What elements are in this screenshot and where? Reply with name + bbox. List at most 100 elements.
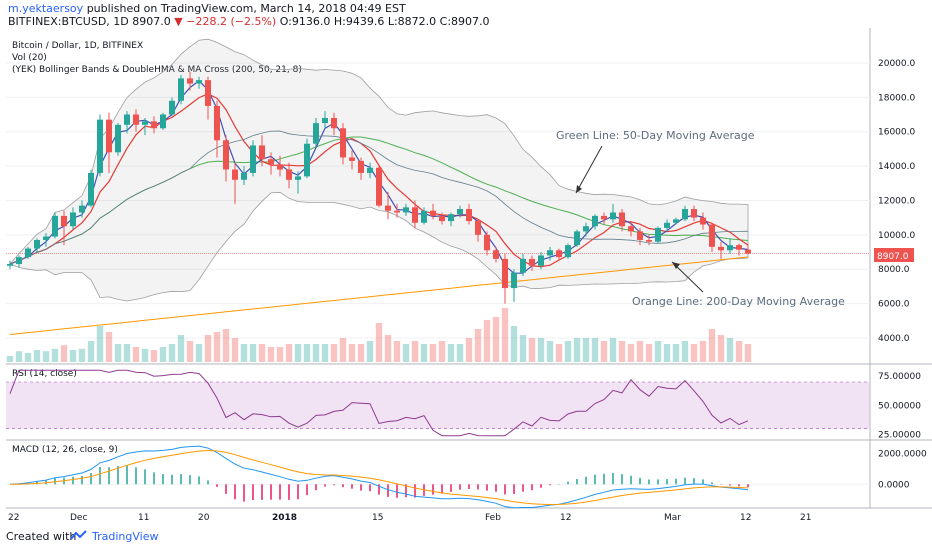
candle-body xyxy=(106,119,112,153)
time-tick-label: 20 xyxy=(198,513,210,523)
grid xyxy=(6,28,932,509)
volume-bar xyxy=(528,338,536,362)
rsi-tick-label: 75.00000 xyxy=(878,372,921,382)
volume-bar xyxy=(555,344,563,362)
candle-body xyxy=(97,119,103,173)
volume-bar xyxy=(699,341,707,362)
volume-bar xyxy=(627,344,635,362)
time-tick-label: 11 xyxy=(138,513,149,523)
last-price-tag xyxy=(874,248,914,262)
candle-body xyxy=(628,226,634,232)
candle-body xyxy=(133,114,139,125)
candle-body xyxy=(43,236,49,240)
volume-bar xyxy=(249,344,257,362)
volume-bar xyxy=(573,338,581,362)
last-price-tag-text: 8907.0 xyxy=(877,252,909,262)
macd-line xyxy=(9,445,749,509)
candle-body xyxy=(268,159,274,165)
candle-body xyxy=(691,209,697,218)
candle-body xyxy=(205,80,211,106)
candle-body xyxy=(340,128,346,158)
candle-body xyxy=(565,245,571,258)
bb-basis-line xyxy=(9,130,749,265)
candle-body xyxy=(7,264,13,266)
candle-body xyxy=(664,222,670,228)
volume-bar xyxy=(735,341,743,362)
candle-body xyxy=(160,114,166,129)
publish-line: m.yektaersoy published on TradingView.co… xyxy=(8,2,406,15)
price-tick-label: 4000.0 xyxy=(878,334,910,344)
candle-body xyxy=(61,215,67,227)
time-tick-label: 12 xyxy=(560,513,571,523)
volume-bar xyxy=(321,344,329,362)
volume-bar xyxy=(24,353,32,362)
candle-body xyxy=(700,217,706,225)
candle-body xyxy=(178,78,184,101)
annotation-green: Green Line: 50-Day Moving Average xyxy=(556,129,755,142)
volume-bar xyxy=(141,348,149,362)
candle-body xyxy=(358,160,364,173)
volume-bar xyxy=(618,341,626,362)
candle-body xyxy=(439,215,445,222)
candle-body xyxy=(169,100,175,115)
volume-bar xyxy=(339,338,347,362)
rsi-line xyxy=(9,369,749,437)
candle-body xyxy=(250,145,256,173)
candle-body xyxy=(421,210,427,223)
rsi-label: RSI (14, close) xyxy=(12,369,77,379)
price-chart[interactable]: Bitcoin / Dollar, 1D, BITFINEX Vol (20) … xyxy=(0,28,932,524)
volume-bar xyxy=(87,341,95,362)
volume-bar xyxy=(195,344,203,362)
footer-brand[interactable]: TradingView xyxy=(92,530,159,543)
price-tick-label: 14000.0 xyxy=(878,162,915,172)
candle-body xyxy=(583,226,589,232)
candle-body xyxy=(304,143,310,177)
candle-body xyxy=(511,272,517,289)
candles xyxy=(7,71,751,304)
volume-bar xyxy=(42,351,50,362)
price-tick-label: 16000.0 xyxy=(878,128,915,138)
volume-bar xyxy=(303,344,311,362)
candle-body xyxy=(547,250,553,256)
price-tick-label: 18000.0 xyxy=(878,93,915,103)
volume-bar xyxy=(519,335,527,362)
author-link[interactable]: m.yektaersoy xyxy=(8,2,84,15)
candle-body xyxy=(673,219,679,223)
time-tick-label: 21 xyxy=(800,513,811,523)
macd-tick-label: 2000.0000 xyxy=(878,449,927,459)
volume-bar xyxy=(96,326,104,362)
volume-bar xyxy=(51,348,59,362)
volume-bar xyxy=(546,341,554,362)
volume-bar xyxy=(285,344,293,362)
volume-bar xyxy=(366,341,374,362)
volume-bar xyxy=(582,338,590,362)
candle-body xyxy=(214,105,220,141)
candle-body xyxy=(376,167,382,206)
arrow-head-icon xyxy=(576,185,582,193)
candle-body xyxy=(124,114,130,125)
candle-body xyxy=(502,258,508,289)
volume-bar xyxy=(123,344,131,362)
footer: Created with TradingView xyxy=(0,524,932,550)
volume-bar xyxy=(411,341,419,362)
volume-bar xyxy=(222,329,230,362)
time-tick-label: 22 xyxy=(8,513,19,523)
volume-bar xyxy=(474,329,482,362)
price-tick-label: 8000.0 xyxy=(878,265,910,275)
volume-bar xyxy=(186,341,194,362)
legend-title: Bitcoin / Dollar, 1D, BITFINEX xyxy=(12,41,143,51)
time-tick-label: 15 xyxy=(372,513,383,523)
volume-bar xyxy=(294,344,302,362)
candle-body xyxy=(412,207,418,223)
volume-bar xyxy=(267,347,275,362)
legend-indicator: (YEK) Bollinger Bands & DoubleHMA & MA C… xyxy=(12,65,302,75)
candle-body xyxy=(151,121,157,129)
candle-body xyxy=(88,172,94,206)
volume-bar xyxy=(168,344,176,362)
macd-tick-label: 0.0000 xyxy=(878,480,910,490)
volume-bar xyxy=(429,344,437,362)
candle-body xyxy=(520,258,526,273)
ma200-line xyxy=(9,256,749,335)
candle-body xyxy=(457,209,463,215)
volume-bar xyxy=(177,335,185,362)
